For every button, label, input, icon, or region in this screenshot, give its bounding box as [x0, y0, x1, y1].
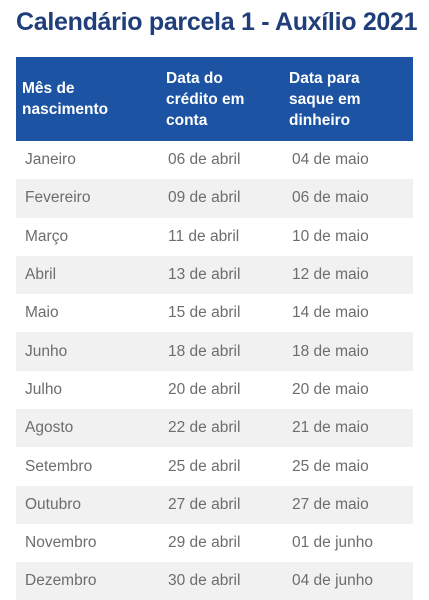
credit-date-cell: 06 de abril [168, 151, 241, 169]
table-row: Maio 15 de abril 14 de maio [16, 294, 413, 333]
table-row: Julho 20 de abril 20 de maio [16, 370, 413, 410]
table-row: Junho 18 de abril 18 de maio [16, 332, 413, 371]
birth-month-cell: Outubro [25, 495, 82, 513]
birth-month-cell: Junho [25, 342, 68, 360]
withdrawal-date-cell: 12 de maio [292, 266, 369, 284]
header-birth-month: Mês de nascimento [22, 80, 109, 118]
birth-month-cell: Dezembro [25, 572, 97, 590]
withdrawal-date-cell: 04 de maio [292, 151, 369, 169]
birth-month-cell: Novembro [25, 534, 97, 552]
header-withdrawal-date: Data para saque em dinheiro [289, 69, 361, 129]
table-row: Novembro 29 de abril 01 de junho [16, 523, 413, 563]
birth-month-cell: Abril [25, 266, 57, 284]
birth-month-cell: Fevereiro [25, 189, 91, 207]
credit-date-cell: 25 de abril [168, 457, 241, 475]
birth-month-cell: Julho [25, 380, 63, 398]
withdrawal-date-cell: 20 de maio [292, 380, 369, 398]
birth-month-cell: Março [25, 227, 69, 245]
credit-date-cell: 22 de abril [168, 419, 241, 437]
table-row: Abril 13 de abril 12 de maio [16, 255, 413, 295]
withdrawal-date-cell: 14 de maio [292, 304, 369, 322]
birth-month-cell: Janeiro [25, 151, 76, 169]
table-row: Janeiro 06 de abril 04 de maio [16, 141, 413, 180]
credit-date-cell: 09 de abril [168, 189, 241, 207]
withdrawal-date-cell: 25 de maio [292, 457, 369, 475]
withdrawal-date-cell: 27 de maio [292, 495, 369, 513]
table-body: Janeiro 06 de abril 04 de maio Fevereiro 09 … [16, 141, 413, 600]
header-credit-date: Data do crédito em conta [166, 69, 245, 129]
calendar-table: Mês de nascimento Data do crédito em con… [16, 57, 413, 600]
credit-date-cell: 15 de abril [168, 304, 241, 322]
withdrawal-date-cell: 04 de junho [292, 572, 374, 590]
birth-month-cell: Maio [25, 304, 59, 322]
credit-date-cell: 27 de abril [168, 495, 241, 513]
credit-date-cell: 11 de abril [168, 227, 240, 245]
credit-date-cell: 29 de abril [168, 534, 241, 552]
page-title: Calendário parcela 1 - Auxílio 2021 [16, 8, 418, 36]
withdrawal-date-cell: 10 de maio [292, 227, 369, 245]
table-row: Outubro 27 de abril 27 de maio [16, 485, 413, 524]
withdrawal-date-cell: 01 de junho [292, 534, 374, 552]
table-row: Setembro 25 de abril 25 de maio [16, 447, 413, 486]
table-header: Mês de nascimento Data do crédito em con… [16, 57, 413, 141]
table-row: Março 11 de abril 10 de maio [16, 217, 413, 256]
withdrawal-date-cell: 18 de maio [292, 342, 369, 360]
credit-date-cell: 20 de abril [168, 380, 241, 398]
withdrawal-date-cell: 06 de maio [292, 189, 369, 207]
table-row: Fevereiro 09 de abril 06 de maio [16, 179, 413, 218]
credit-date-cell: 18 de abril [168, 342, 241, 360]
birth-month-cell: Setembro [25, 457, 93, 475]
credit-date-cell: 13 de abril [168, 266, 241, 284]
table-row: Dezembro 30 de abril 04 de junho [16, 562, 413, 600]
table-row: Agosto 22 de abril 21 de maio [16, 409, 413, 448]
withdrawal-date-cell: 21 de maio [292, 419, 369, 437]
credit-date-cell: 30 de abril [168, 572, 241, 590]
birth-month-cell: Agosto [25, 419, 74, 437]
